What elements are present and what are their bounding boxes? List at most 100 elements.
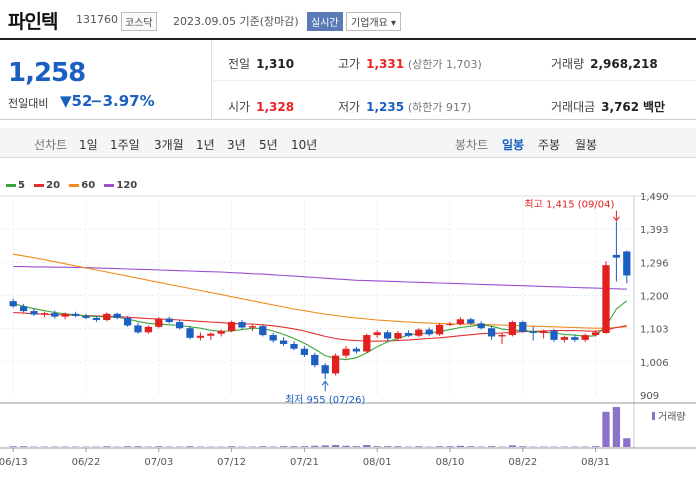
volume-bar — [467, 446, 475, 447]
open-label: 시가 — [228, 100, 251, 114]
candle-body — [92, 317, 101, 320]
legend-label-ma20: 20 — [46, 180, 61, 191]
candle-body — [404, 333, 413, 336]
candle-body — [560, 337, 569, 340]
tab-range-1d[interactable]: 1일 — [79, 138, 98, 152]
volume-label: 거래량 — [551, 57, 585, 71]
tab-range-1y[interactable]: 1년 — [196, 138, 215, 152]
realtime-button[interactable]: 실시간 — [307, 12, 343, 31]
high-label: 고가 — [338, 57, 361, 71]
amount-label: 거래대금 — [551, 100, 596, 114]
candle-body — [435, 324, 444, 335]
candle-body — [591, 332, 600, 336]
volume-bar — [456, 445, 465, 447]
volume-bar — [487, 446, 496, 447]
legend-swatch-ma5 — [6, 183, 16, 187]
candle-body — [290, 343, 298, 349]
candle-body — [155, 318, 163, 327]
x-tick-label: 08/10 — [436, 457, 465, 468]
tab-range-3m[interactable]: 3개월 — [154, 138, 184, 152]
trading-amount: 거래대금 3,762 백만 — [551, 98, 665, 115]
candle-body — [498, 335, 506, 337]
legend-label-ma5: 5 — [18, 180, 25, 191]
legend-ma20: 20 — [34, 180, 60, 191]
x-tick-label: 08/01 — [363, 457, 392, 468]
low-price: 저가 1,235 (하한가 917) — [338, 98, 471, 115]
candle-body — [456, 319, 465, 325]
x-tick-label: 07/03 — [144, 457, 173, 468]
high-arrow-head — [613, 216, 620, 222]
ma120-line — [13, 266, 627, 290]
candle-body — [446, 324, 454, 326]
candle-body — [207, 333, 215, 336]
tab-range-1w[interactable]: 1주일 — [110, 138, 140, 152]
volume-bar — [186, 446, 194, 447]
candle-body — [581, 335, 589, 340]
amount-value: 3,762 — [601, 100, 640, 114]
volume: 거래량 2,968,218 — [551, 55, 658, 72]
company-overview-dropdown[interactable]: 기업개요 ▾ — [346, 12, 401, 31]
candle-body — [373, 332, 381, 336]
candle-body — [279, 340, 288, 344]
change-percent: −3.97% — [90, 92, 155, 110]
volume-bar — [300, 446, 309, 447]
stock-name: 파인텍 — [8, 11, 58, 33]
legend-ma60: 60 — [69, 180, 95, 191]
candle-body — [394, 333, 402, 339]
tab-line-chart[interactable]: 선차트 — [34, 138, 68, 152]
volume-bar — [290, 446, 298, 447]
volume-bar — [342, 445, 350, 447]
candle-body — [227, 322, 236, 331]
legend-swatch-ma120 — [104, 183, 115, 187]
header-divider — [0, 38, 696, 40]
tab-daily[interactable]: 일봉 — [502, 138, 525, 152]
change-label: 전일대비 — [8, 97, 49, 110]
volume-bar — [435, 446, 444, 447]
x-tick-label: 06/13 — [0, 457, 28, 468]
volume-bar — [519, 446, 527, 447]
volume-bar — [602, 411, 610, 447]
tab-range-3y[interactable]: 3년 — [227, 138, 246, 152]
candle-body — [238, 322, 246, 328]
candle-body — [175, 322, 184, 329]
tab-range-10y[interactable]: 10년 — [291, 138, 318, 152]
volume-value: 2,968,218 — [590, 57, 658, 71]
high-annotation: 최고 1,415 (09/04) — [524, 199, 614, 211]
x-tick-label: 07/21 — [290, 457, 319, 468]
volume-bar — [134, 446, 142, 447]
candle-body — [363, 335, 371, 352]
high-price: 고가 1,331 (상한가 1,703) — [338, 55, 482, 72]
candle-body — [186, 328, 194, 338]
open-price: 시가 1,328 — [228, 98, 294, 115]
volume-bar — [383, 446, 392, 447]
legend-label-ma60: 60 — [81, 180, 96, 191]
x-tick-label: 08/31 — [581, 457, 610, 468]
date-info: 2023.09.05 기준(장마감) — [173, 15, 299, 28]
candle-body — [259, 326, 267, 336]
legend-swatch-ma20 — [34, 183, 45, 187]
volume-bar — [279, 446, 288, 447]
candle-body — [103, 313, 111, 320]
volume-bar — [415, 446, 423, 447]
volume-bar — [591, 446, 600, 447]
candle-body — [248, 326, 257, 328]
upper-limit: (상한가 1,703) — [407, 58, 482, 71]
candle-body — [467, 319, 475, 324]
y-tick-label: 1,103 — [640, 325, 669, 336]
tab-weekly[interactable]: 주봉 — [538, 138, 561, 152]
candle-body — [321, 365, 329, 374]
stock-header: 파인텍 131760 코스닥 2023.09.05 기준(장마감) 실시간 기업… — [0, 0, 696, 40]
candle-body — [571, 337, 579, 340]
candle-body — [612, 254, 621, 258]
volume-bar — [508, 445, 517, 447]
tab-monthly[interactable]: 월봉 — [575, 138, 598, 152]
legend-ma120: 120 — [104, 180, 137, 191]
tab-range-5y[interactable]: 5년 — [259, 138, 278, 152]
lower-limit: (하한가 917) — [407, 101, 472, 114]
candle-body — [477, 323, 485, 329]
high-value: 1,331 — [366, 57, 405, 71]
tab-candle-chart[interactable]: 봉차트 — [455, 138, 489, 152]
candle-body — [331, 355, 340, 374]
candle-body — [311, 354, 319, 366]
